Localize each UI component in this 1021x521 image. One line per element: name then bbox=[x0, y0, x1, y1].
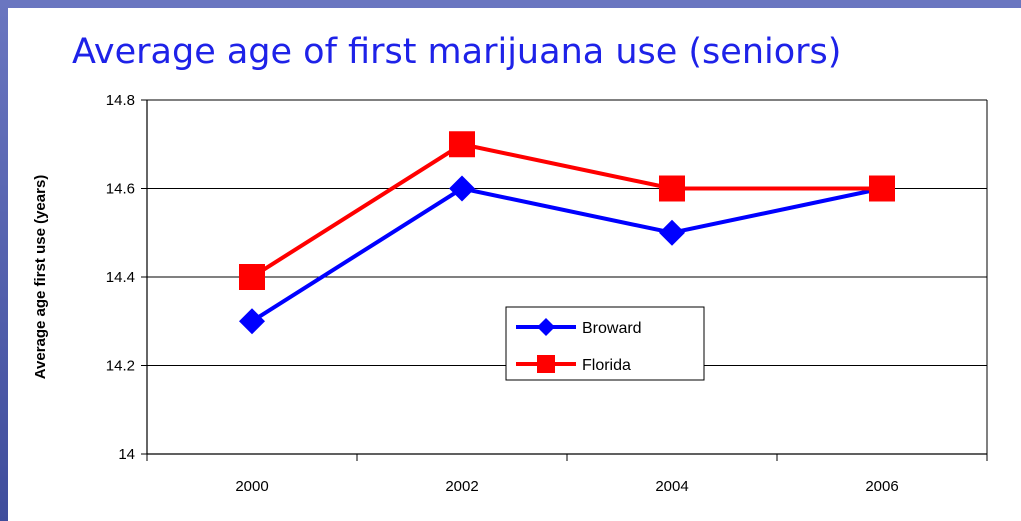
chart-title: Average age of first marijuana use (seni… bbox=[72, 32, 842, 72]
y-tick-label: 14.4 bbox=[106, 269, 135, 286]
data-point-broward bbox=[449, 175, 475, 202]
y-tick-label: 14 bbox=[118, 446, 135, 463]
data-point-broward bbox=[239, 308, 265, 335]
y-axis-title: Average age first use (years) bbox=[32, 175, 49, 380]
data-point-florida bbox=[659, 175, 685, 202]
x-tick-label: 2004 bbox=[655, 478, 688, 495]
data-point-florida bbox=[869, 175, 895, 202]
data-point-florida bbox=[449, 131, 475, 158]
x-tick-label: 2006 bbox=[865, 478, 898, 495]
x-tick-label: 2000 bbox=[235, 478, 268, 495]
y-tick-label: 14.8 bbox=[106, 92, 135, 109]
chart-panel bbox=[8, 8, 1021, 521]
x-tick-label: 2002 bbox=[445, 478, 478, 495]
legend-label-florida: Florida bbox=[582, 357, 631, 374]
data-point-florida bbox=[239, 264, 265, 290]
y-tick-label: 14.2 bbox=[106, 358, 135, 375]
legend-label-broward: Broward bbox=[582, 320, 642, 337]
series-line-florida bbox=[250, 142, 882, 279]
series-line-broward bbox=[250, 186, 883, 323]
data-point-broward bbox=[659, 219, 685, 246]
legend-marker-florida bbox=[537, 355, 555, 373]
legend-marker-broward bbox=[537, 318, 555, 336]
y-tick-label: 14.6 bbox=[106, 181, 135, 198]
